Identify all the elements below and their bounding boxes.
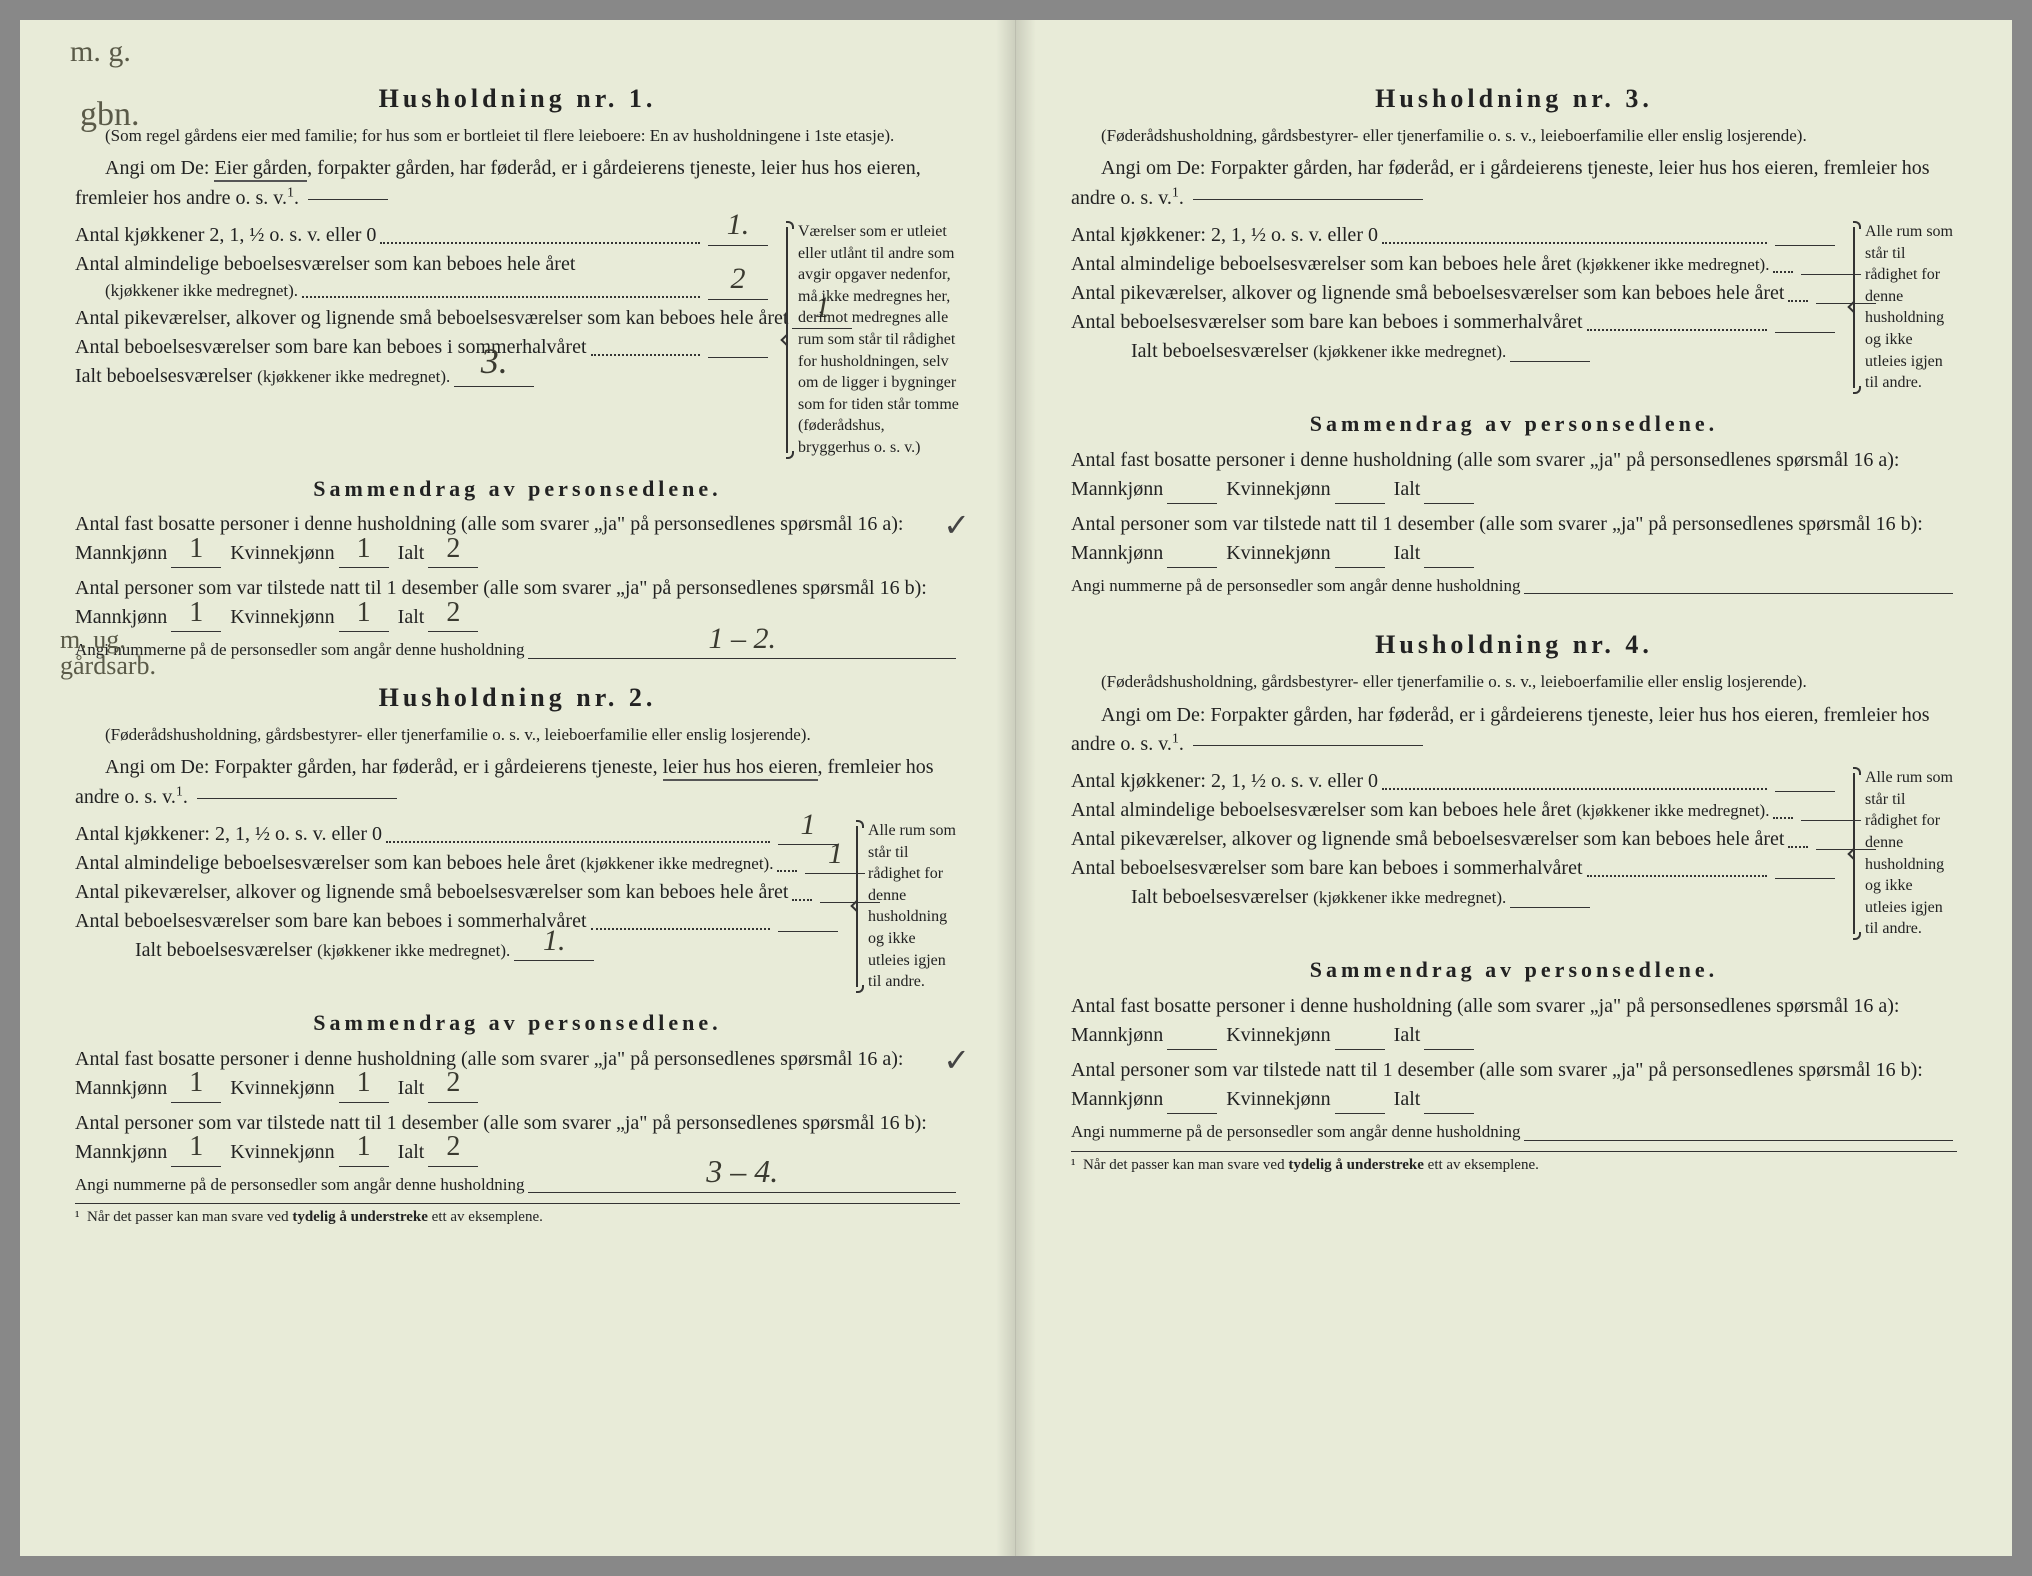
household-3-rooms: Antal kjøkkener: 2, 1, ½ o. s. v. eller … <box>1071 221 1957 394</box>
household-2-nummer: Angi nummerne på de personsedler som ang… <box>75 1173 960 1198</box>
row-kjokkener-value: 1. <box>727 203 750 247</box>
angi-prefix: Angi om De: <box>75 154 209 183</box>
household-2-summary-a: ✓ Antal fast bosatte personer i denne hu… <box>75 1045 960 1103</box>
row-ialt-label: Ialt beboelsesværelser (kjøkkener ikke m… <box>75 362 450 391</box>
row2-ialt-label: Ialt beboelsesværelser (kjøkkener ikke m… <box>135 936 510 965</box>
household-4: Husholdning nr. 4. (Føderådshusholdning,… <box>1071 626 1957 1176</box>
row2-kjokkener-label: Antal kjøkkener: 2, 1, ½ o. s. v. eller … <box>75 820 382 849</box>
household-1-sidenote: Værelser som er utleiet eller utlånt til… <box>780 221 960 459</box>
checkmark-icon-2: ✓ <box>943 1037 970 1083</box>
household-4-intro: (Føderådshusholdning, gårdsbestyrer- ell… <box>1071 670 1957 695</box>
household-3-sidenote: Alle rum som står til rådighet for denne… <box>1847 221 1957 394</box>
household-4-summary-a: Antal fast bosatte personer i denne hush… <box>1071 992 1957 1050</box>
household-3: Husholdning nr. 3. (Føderådshusholdning,… <box>1071 80 1957 598</box>
household-2-heading: Husholdning nr. 2. <box>75 679 960 717</box>
household-4-nummer: Angi nummerne på de personsedler som ang… <box>1071 1120 1957 1145</box>
row-kjokkener-label: Antal kjøkkener 2, 1, ½ o. s. v. eller 0 <box>75 221 376 250</box>
row-ialt-value: 3. <box>481 335 508 387</box>
household-4-heading: Husholdning nr. 4. <box>1071 626 1957 664</box>
household-1-intro: (Som regel gårdens eier med familie; for… <box>75 124 960 149</box>
household-1-summary-b: Antal personer som var tilstede natt til… <box>75 574 960 632</box>
household-4-summary-b: Antal personer som var tilstede natt til… <box>1071 1056 1957 1114</box>
household-3-summary-heading: Sammendrag av personsedlene. <box>1071 408 1957 440</box>
household-1-summary-heading: Sammendrag av personsedlene. <box>75 473 960 505</box>
right-page: Husholdning nr. 3. (Føderådshusholdning,… <box>1016 20 2012 1556</box>
angi-option-underlined: Eier gården <box>214 157 307 182</box>
household-2-sidenote: Alle rum som står til rådighet for denne… <box>850 820 960 993</box>
document-spread: m. g. gbn. Husholdning nr. 1. (Som regel… <box>20 20 2012 1556</box>
household-1-angi: Angi om De: Eier gården, forpakter gårde… <box>75 154 960 213</box>
angi-rest-2a: Forpakter gården, har føderåd, er i gård… <box>214 756 662 778</box>
row-alm-value: 2 <box>731 257 746 301</box>
household-1-heading: Husholdning nr. 1. <box>75 80 960 118</box>
row-sommer-label: Antal beboelsesværelser som bare kan beb… <box>75 333 587 362</box>
left-page: m. g. gbn. Husholdning nr. 1. (Som regel… <box>20 20 1016 1556</box>
handwritten-annotation-mg: m. g. <box>70 30 131 74</box>
checkmark-icon: ✓ <box>943 502 970 548</box>
row-alm-sublabel: (kjøkkener ikke medregnet). <box>75 279 298 304</box>
household-2-rooms: Antal kjøkkener: 2, 1, ½ o. s. v. eller … <box>75 820 960 993</box>
footnote-right: ¹ Når det passer kan man svare ved tydel… <box>1071 1151 1957 1177</box>
household-2-angi: Angi om De: Forpakter gården, har føderå… <box>75 753 960 812</box>
household-3-angi: Angi om De: Forpakter gården, har føderå… <box>1071 154 1957 213</box>
household-4-rooms: Antal kjøkkener: 2, 1, ½ o. s. v. eller … <box>1071 767 1957 940</box>
household-2-summary-heading: Sammendrag av personsedlene. <box>75 1007 960 1039</box>
household-4-sidenote: Alle rum som står til rådighet for denne… <box>1847 767 1957 940</box>
angi-prefix-2: Angi om De: <box>75 753 209 782</box>
household-1-nummer: Angi nummerne på de personsedler som ang… <box>75 638 960 663</box>
household-3-summary-a: Antal fast bosatte personer i denne hush… <box>1071 446 1957 504</box>
household-4-summary-heading: Sammendrag av personsedlene. <box>1071 954 1957 986</box>
household-1-rooms: Antal kjøkkener 2, 1, ½ o. s. v. eller 0… <box>75 221 960 459</box>
household-3-summary-b: Antal personer som var tilstede natt til… <box>1071 510 1957 568</box>
household-4-angi: Angi om De: Forpakter gården, har føderå… <box>1071 701 1957 760</box>
household-1-summary-a: ✓ Antal fast bosatte personer i denne hu… <box>75 510 960 568</box>
row-pike-label: Antal pikeværelser, alkover og lignende … <box>75 304 788 333</box>
household-2-summary-b: Antal personer som var tilstede natt til… <box>75 1109 960 1167</box>
row2-sommer-label: Antal beboelsesværelser som bare kan beb… <box>75 907 587 936</box>
household-3-heading: Husholdning nr. 3. <box>1071 80 1957 118</box>
row2-alm-label: Antal almindelige beboelsesværelser som … <box>75 849 773 878</box>
household-3-nummer: Angi nummerne på de personsedler som ang… <box>1071 574 1957 599</box>
household-3-intro: (Føderådshusholdning, gårdsbestyrer- ell… <box>1071 124 1957 149</box>
handwritten-annotation-gbn: gbn. <box>80 90 140 139</box>
angi-option-underlined-2: leier hus hos eieren <box>663 756 818 781</box>
row2-pike-label: Antal pikeværelser, alkover og lignende … <box>75 878 788 907</box>
household-1: Husholdning nr. 1. (Som regel gårdens ei… <box>75 80 960 663</box>
household-2: Husholdning nr. 2. (Føderådshusholdning,… <box>75 679 960 1229</box>
row-alm-label: Antal almindelige beboelsesværelser som … <box>75 250 575 279</box>
household-2-intro: (Føderådshusholdning, gårdsbestyrer- ell… <box>75 723 960 748</box>
footnote-left: ¹ Når det passer kan man svare ved tydel… <box>75 1203 960 1229</box>
handwritten-annotation-gard: m. ug. gårdsarb. <box>60 627 156 679</box>
